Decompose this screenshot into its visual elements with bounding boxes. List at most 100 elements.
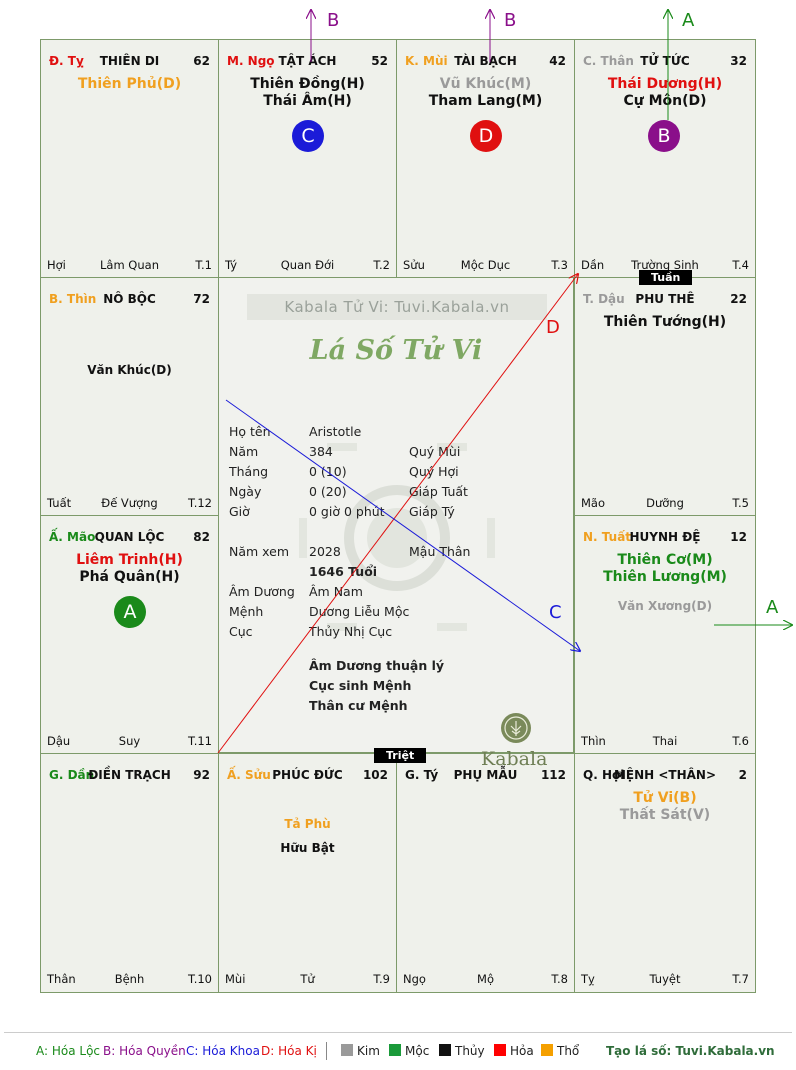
star-label: Thiên Phủ(D) [77, 76, 182, 92]
star-label: Liêm Trinh(H) [76, 552, 183, 568]
star-label: Phá Quân(H) [79, 569, 180, 585]
star-label: Thất Sát(V) [619, 807, 711, 823]
palace-foot-stage: Tử [300, 972, 315, 986]
tuan-tag: Tuần [639, 270, 693, 285]
palace-number: 12 [730, 530, 747, 544]
palace-branch: Q. Hợi [583, 768, 625, 782]
palace-thin[interactable]: B. Thìn NÔ BỘC 72 Văn Khúc(D) Tuất Đế Vượn… [40, 277, 219, 517]
legend-element-label: Kim [357, 1044, 380, 1058]
palace-branch: Đ. Tỵ [49, 54, 84, 68]
legend-hoa-loc: A: Hóa Lộc [36, 1044, 101, 1058]
yin-yang-watermark [299, 443, 495, 631]
palace-number: 62 [193, 54, 210, 68]
palace-mao[interactable]: Ấ. Mão QUAN LỘC 82 Liêm Trinh(H) Phá Quân(… [40, 515, 219, 755]
palace-name: TÀI BẠCH [454, 54, 517, 68]
palace-branch: Ấ. Sửu [227, 768, 271, 782]
arrow-label-right-tuat: A [766, 597, 779, 618]
info-value: 0 (10) [309, 464, 347, 479]
mutagen-badge: A [114, 596, 146, 628]
legend-element: Thủy [439, 1044, 485, 1058]
palace-foot-stage: Tuyệt [649, 972, 681, 986]
brand-name: Kabala [481, 748, 548, 770]
info-label: Họ tên [229, 424, 271, 439]
legend-hoa-quyen: B: Hóa Quyền [103, 1044, 186, 1058]
palace-number: 102 [362, 768, 388, 782]
color-swatch-icon [389, 1044, 401, 1056]
star-label: Vũ Khúc(M) [439, 76, 532, 92]
palace-foot-branch: Tuất [47, 496, 72, 510]
horoscope-chart: Đ. Tỵ THIÊN DI 62 Thiên Phủ(D) Hợi Lâm Qua… [40, 39, 756, 993]
palace-foot-branch: Tý [225, 258, 238, 272]
star-label: Cự Môn(D) [623, 93, 707, 109]
color-swatch-icon [541, 1044, 553, 1056]
star-label: Thái Âm(H) [263, 93, 352, 109]
palace-tuat[interactable]: N. Tuất HUYNH ĐỆ 12 Thiên Cơ(M) Thiên Lươn… [574, 515, 756, 755]
palace-foot-stage: Dưỡng [646, 496, 684, 510]
legend-element: Thổ [541, 1044, 579, 1058]
legend-element-label: Mộc [405, 1044, 430, 1058]
palace-foot-index: T.11 [188, 734, 212, 748]
info-value: Aristotle [309, 424, 362, 439]
legend-element: Hỏa [494, 1044, 534, 1058]
legend-site: Tạo lá số: Tuvi.Kabala.vn [606, 1044, 775, 1058]
palace-name: TẬT ÁCH [278, 54, 337, 68]
palace-name: NÔ BỘC [103, 292, 156, 306]
palace-ty[interactable]: Đ. Tỵ THIÊN DI 62 Thiên Phủ(D) Hợi Lâm Qua… [40, 39, 219, 279]
info-value-2: Quý Hợi [409, 464, 459, 479]
legend-element-label: Thổ [557, 1044, 580, 1058]
palace-name: HUYNH ĐỆ [629, 530, 701, 544]
palace-name: QUAN LỘC [94, 530, 165, 544]
palace-number: 42 [549, 54, 566, 68]
palace-number: 92 [193, 768, 210, 782]
star-label: Văn Xương(D) [617, 599, 713, 613]
color-swatch-icon [341, 1044, 353, 1056]
legend-element: Kim [341, 1044, 380, 1058]
info-value-2: Giáp Tuất [409, 484, 468, 499]
star-label: Tham Lang(M) [428, 93, 543, 109]
palace-name: PHÚC ĐỨC [272, 768, 343, 782]
palace-foot-index: T.6 [732, 734, 749, 748]
star-label: Thái Dương(H) [607, 76, 723, 92]
palace-branch: M. Ngọ [227, 54, 275, 68]
palace-foot-stage: Bệnh [114, 972, 145, 986]
palace-name: PHU THÊ [635, 292, 695, 306]
palace-foot-stage: Đế Vượng [101, 496, 158, 510]
palace-foot-branch: Tỵ [581, 972, 595, 986]
palace-number: 32 [730, 54, 747, 68]
legend-hoa-khoa: C: Hóa Khoa [186, 1044, 260, 1058]
legend-element-label: Thủy [455, 1044, 485, 1058]
info-value-2: Giáp Tý [409, 504, 455, 519]
star-label: Thiên Lương(M) [603, 569, 727, 585]
palace-foot-stage: Mộc Dục [460, 258, 511, 272]
info-label: Ngày [229, 484, 262, 499]
info-value: 0 (20) [309, 484, 347, 499]
arrow-label-top-mui: B [504, 10, 517, 31]
palace-tyx[interactable]: G. Tý PHỤ MẪU 112 Ngọ Mộ T.8 [396, 753, 575, 993]
palace-than[interactable]: C. Thân TỬ TỨC 32 Thái Dương(H) Cự Môn(D) B… [574, 39, 756, 279]
palace-branch: T. Dậu [583, 292, 625, 306]
color-swatch-icon [494, 1044, 506, 1056]
palace-foot-branch: Hợi [47, 258, 66, 272]
legend: A: Hóa Lộc B: Hóa Quyền C: Hóa Khoa D: H… [0, 1030, 796, 1070]
star-label: Tả Phù [284, 817, 331, 831]
info-label: Giờ [229, 504, 250, 519]
palace-foot-index: T.5 [732, 496, 749, 510]
palace-number: 72 [193, 292, 210, 306]
palace-branch: N. Tuất [583, 530, 632, 544]
legend-element: Mộc [389, 1044, 429, 1058]
palace-name: ĐIỀN TRẠCH [88, 768, 171, 782]
palace-dau[interactable]: T. Dậu PHU THÊ 22 Thiên Tướng(H) Mão Dưỡng… [574, 277, 756, 517]
star-label: Thiên Cơ(M) [617, 552, 713, 568]
palace-hoi[interactable]: Q. Hợi MỆNH <THÂN> 2 Tử Vi(B) Thất Sát(V) T… [574, 753, 756, 993]
chart-title: Lá Số Tử Vi [309, 335, 483, 366]
info-value: 0 giờ 0 phút [309, 504, 385, 519]
palace-foot-index: T.9 [373, 972, 390, 986]
palace-name: THIÊN DI [99, 54, 160, 68]
info-value: Âm Nam [309, 584, 363, 599]
info-label: Mệnh [229, 604, 264, 619]
aspect-arrows [217, 0, 796, 754]
palace-foot-stage: Trường Sinh [631, 258, 699, 272]
info-label: Tháng [229, 464, 269, 479]
diagonal-ki-line [217, 274, 578, 754]
color-swatch-icon [439, 1044, 451, 1056]
